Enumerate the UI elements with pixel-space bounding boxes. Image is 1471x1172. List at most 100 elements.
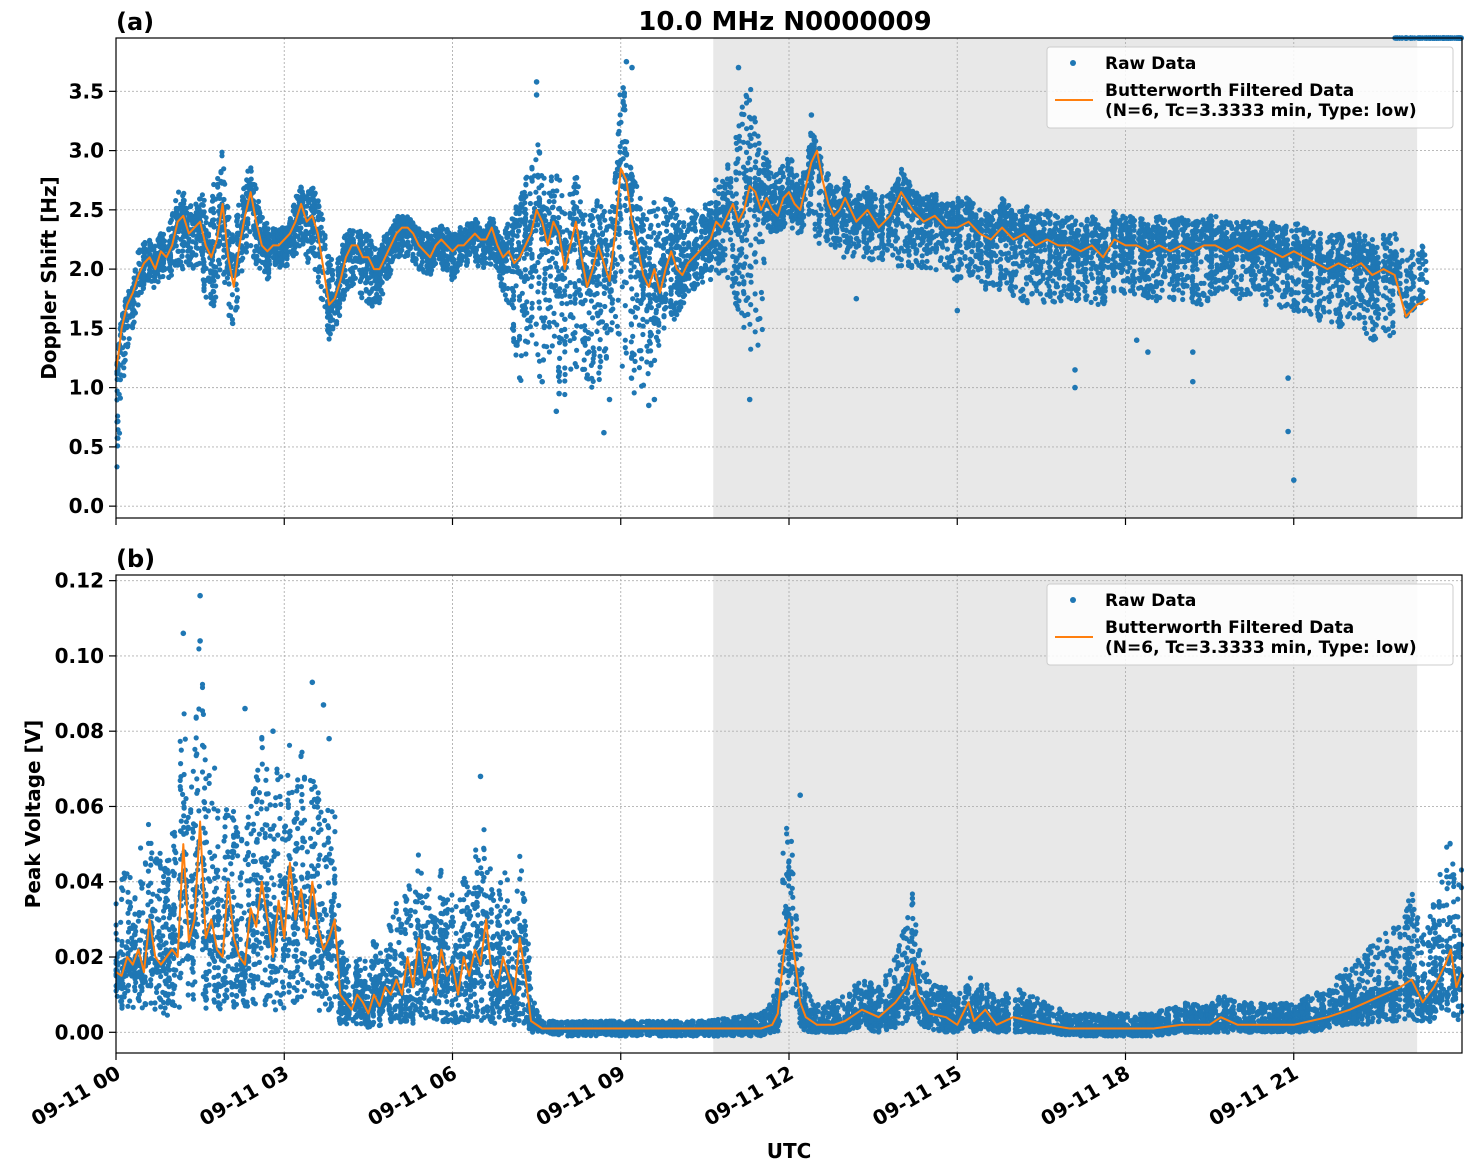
raw-point: [506, 265, 512, 271]
raw-point: [396, 254, 402, 260]
raw-point: [748, 86, 754, 93]
raw-point: [599, 319, 606, 325]
raw-point: [151, 284, 157, 290]
raw-point: [541, 175, 547, 181]
raw-point: [121, 365, 127, 371]
raw-point: [199, 249, 205, 255]
raw-point: [753, 222, 759, 228]
raw-point: [259, 214, 265, 221]
raw-point: [211, 210, 217, 216]
raw-point: [616, 227, 622, 233]
raw-point: [234, 298, 240, 304]
raw-point: [542, 270, 548, 277]
raw-point: [574, 364, 580, 370]
raw-point: [655, 317, 661, 323]
raw-point: [304, 237, 310, 243]
raw-point: [671, 316, 677, 322]
raw-point: [215, 258, 222, 264]
raw-point: [511, 293, 517, 299]
raw-point: [500, 269, 506, 275]
raw-point: [644, 306, 650, 312]
raw-point: [630, 296, 636, 302]
raw-point: [529, 164, 535, 170]
raw-point: [326, 336, 332, 342]
raw-point: [215, 274, 221, 280]
raw-point: [506, 239, 512, 245]
raw-point: [663, 304, 669, 311]
raw-point: [638, 348, 644, 354]
raw-point: [646, 338, 653, 344]
raw-point: [201, 197, 207, 203]
raw-point: [756, 140, 762, 146]
raw-point: [596, 376, 602, 383]
raw-point: [549, 205, 555, 211]
raw-point: [215, 175, 221, 182]
raw-point: [148, 269, 154, 275]
raw-point: [377, 296, 383, 302]
raw-point: [500, 241, 506, 248]
raw-point: [771, 198, 777, 204]
raw-point: [676, 227, 683, 233]
raw-point: [513, 206, 519, 212]
raw-point: [771, 182, 777, 188]
raw-point: [524, 299, 530, 305]
raw-point: [270, 254, 276, 261]
raw-point: [645, 371, 651, 377]
raw-point: [631, 352, 637, 358]
raw-point: [522, 338, 529, 344]
raw-point: [236, 202, 242, 208]
raw-point: [529, 300, 535, 306]
raw-point: [264, 256, 270, 262]
raw-point: [759, 238, 765, 245]
raw-point: [451, 257, 457, 263]
raw-point: [590, 315, 596, 321]
raw-point: [739, 274, 745, 280]
raw-point: [556, 372, 562, 378]
raw-point: [160, 273, 166, 280]
raw-point: [523, 211, 529, 217]
raw-point: [513, 217, 519, 224]
raw-point: [590, 222, 596, 229]
raw-point: [122, 350, 128, 356]
raw-point: [752, 329, 758, 335]
raw-point: [725, 165, 731, 171]
raw-point: [640, 382, 647, 388]
raw-point: [248, 243, 254, 249]
raw-point: [519, 290, 525, 296]
raw-point: [586, 310, 592, 316]
raw-point: [597, 302, 603, 308]
raw-point: [618, 268, 624, 274]
raw-point: [568, 366, 574, 372]
raw-point: [653, 334, 660, 340]
raw-point: [199, 202, 205, 208]
raw-point: [210, 206, 216, 212]
raw-point: [609, 300, 615, 306]
raw-point: [630, 333, 636, 339]
raw-point: [419, 237, 425, 243]
raw-point: [335, 303, 341, 309]
raw-point: [159, 244, 165, 250]
raw-point: [310, 250, 316, 256]
raw-point: [628, 235, 634, 241]
raw-point: [756, 169, 762, 175]
raw-point: [528, 283, 534, 289]
raw-point: [173, 198, 179, 204]
raw-point: [468, 227, 474, 234]
raw-point: [428, 262, 434, 269]
raw-point: [590, 359, 596, 366]
raw-point: [648, 348, 654, 354]
raw-point: [635, 216, 641, 222]
raw-point: [310, 185, 316, 191]
raw-point: [758, 289, 765, 296]
raw-point: [724, 221, 731, 227]
raw-point: [757, 315, 763, 322]
raw-point: [609, 320, 615, 326]
raw-point: [551, 319, 557, 325]
raw-point: [554, 245, 560, 251]
raw-point: [130, 299, 136, 306]
raw-point: [200, 260, 206, 266]
raw-point: [771, 227, 777, 233]
raw-point: [745, 160, 751, 166]
raw-point: [670, 200, 676, 206]
raw-point: [183, 206, 189, 212]
